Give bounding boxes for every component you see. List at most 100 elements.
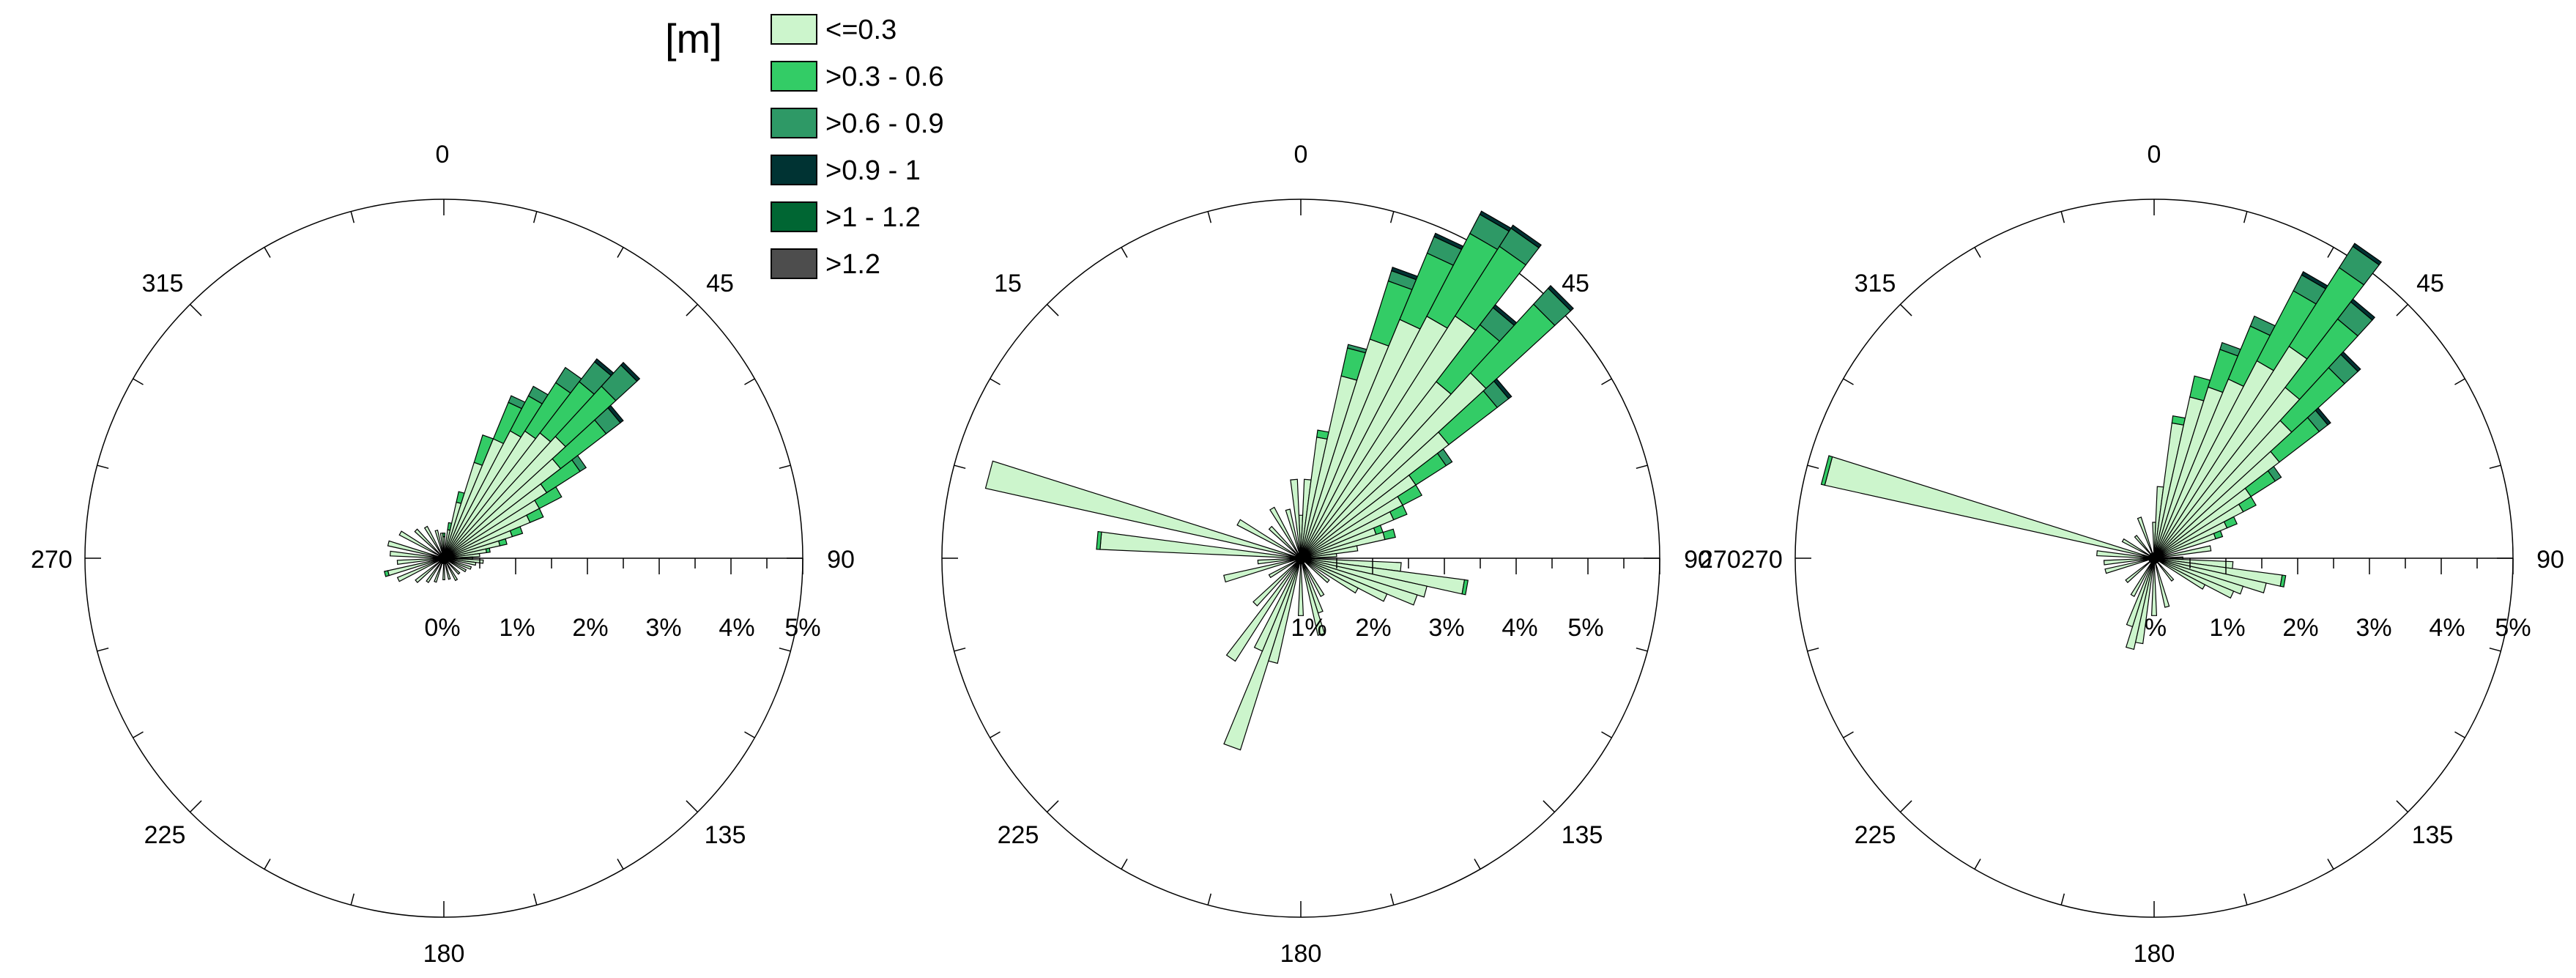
compass-tick [1389,211,1395,223]
radial-tick-label: 5% [1567,614,1603,642]
rose-bar-segment [442,557,445,581]
compass-tick [97,647,109,652]
direction-label: 135 [705,821,746,849]
direction-label: 90 [2536,546,2564,574]
radial-tick-label: 1% [499,614,535,642]
compass-tick [744,378,755,385]
compass-tick [1207,211,1212,223]
rose-bar-segment [1547,285,1574,312]
rose-bar-segment [415,557,445,583]
rose-bar-segment [2150,557,2158,616]
rose-bar-segment [1285,508,1302,559]
compass-tick [1974,859,1981,870]
compass-tick [1207,893,1212,905]
radial-tick-label: % [2145,614,2167,642]
rose-bar-segment [389,550,445,559]
rose-bar-segment [485,547,491,553]
direction-label: 135 [2412,821,2454,849]
rose-bar-segment [1252,557,1302,607]
direction-label: 90 [1684,546,1712,574]
compass-tick [1636,647,1648,652]
compass-tick [2060,211,2065,223]
compass-tick [1843,731,1854,738]
compass-tick [1601,378,1612,385]
rose-bar-segment [1297,557,1304,616]
legend-items: <=0.3 >0.3 - 0.6 >0.6 - 0.9 >0.9 - 1 >1 - 1.… [771,14,944,280]
direction-label: 15 [994,270,1022,297]
rose-bar-segment [2238,495,2257,513]
rose-bar-segment [2340,351,2361,372]
compass-tick [1046,800,1059,813]
rose-bar-segment [2137,516,2155,559]
rose-bar-segment [423,525,445,559]
direction-label: 180 [2134,940,2175,968]
rose-bar-segment [2350,298,2376,321]
compass-tick [1601,731,1612,738]
rose-bar-segment [2315,407,2331,426]
rose-chart-3: % 1% 2% 3% 4% 5% 0 45 90 135 180 225 270 315 [1741,141,2564,968]
rose-bar-segment [1225,557,1302,662]
radial-tick-label: 1% [2209,614,2245,642]
compass-tick [1899,303,1912,316]
direction-label: 180 [1280,940,1322,968]
rose-bar-segment [2153,557,2170,608]
direction-label: 180 [423,940,465,968]
radial-tick-label: 4% [1502,614,1537,642]
compass-tick [350,211,355,223]
compass-tick [779,647,791,652]
radial-tick-label: 2% [572,614,608,642]
compass-tick [1046,303,1059,316]
rose-bar-segment [2103,557,2155,566]
rose-bar-segment [1268,525,1302,559]
compass-tick [2327,247,2334,258]
rose-bar-segment [443,557,459,582]
legend-label-3: >0.6 - 0.9 [825,108,944,139]
direction-label: 45 [1562,270,1589,297]
legend-label-2: >0.3 - 0.6 [825,62,944,92]
compass-tick [2454,731,2465,738]
direction-label: 270 [1699,546,1741,574]
radial-tick-label: 4% [719,614,754,642]
rose-bar-segment [607,404,624,423]
compass-tick [1843,378,1854,385]
compass-tick [189,303,202,316]
rose-bar-segment [2130,557,2155,598]
rose-bar-segment [498,538,508,547]
rose-bar-segment [443,557,467,573]
radial-tick-label: 5% [784,614,820,642]
rose-bar-segment [396,557,445,582]
rose-bar-segment [534,486,563,509]
rose-bar-segment [571,454,587,473]
compass-tick [2327,859,2334,870]
compass-tick [1899,800,1912,813]
rose-bar-segment [1382,528,1396,541]
rose-bar-segment [1257,557,1302,565]
legend-swatch-3 [771,108,817,138]
compass-tick [1474,859,1481,870]
rose-bar-segment [1300,557,1326,636]
rose-bar-segment [2134,535,2155,559]
legend: [m] <=0.3 >0.3 - 0.6 >0.6 - 0.9 >0.9 - 1 >1 … [665,14,944,280]
rose-bar-segment [1461,579,1469,596]
rose-bar-segment [1236,519,1302,559]
compass-tick [2243,211,2248,223]
compass-tick [350,893,355,905]
compass-tick [2454,378,2465,385]
compass-tick [1121,247,1128,258]
compass-tick [1121,859,1128,870]
rose-bar-segment [387,540,445,559]
compass-tick [954,647,966,652]
rose-bar-segment [2171,415,2186,426]
compass-tick [954,464,966,470]
rose-bar-segment [439,533,445,559]
legend-unit-label: [m] [665,15,722,62]
radial-tick-label: 5% [2495,614,2531,642]
rose-bar-segment [398,530,445,559]
legend-label-4: >0.9 - 1 [825,155,921,186]
rose-bar-segment [2223,516,2238,529]
rose-bar-segment [509,526,524,538]
direction-label: 90 [827,546,855,574]
direction-label: 0 [2148,141,2161,168]
rose-bar-segment [1389,504,1408,521]
rose-bar-segment [396,557,445,565]
